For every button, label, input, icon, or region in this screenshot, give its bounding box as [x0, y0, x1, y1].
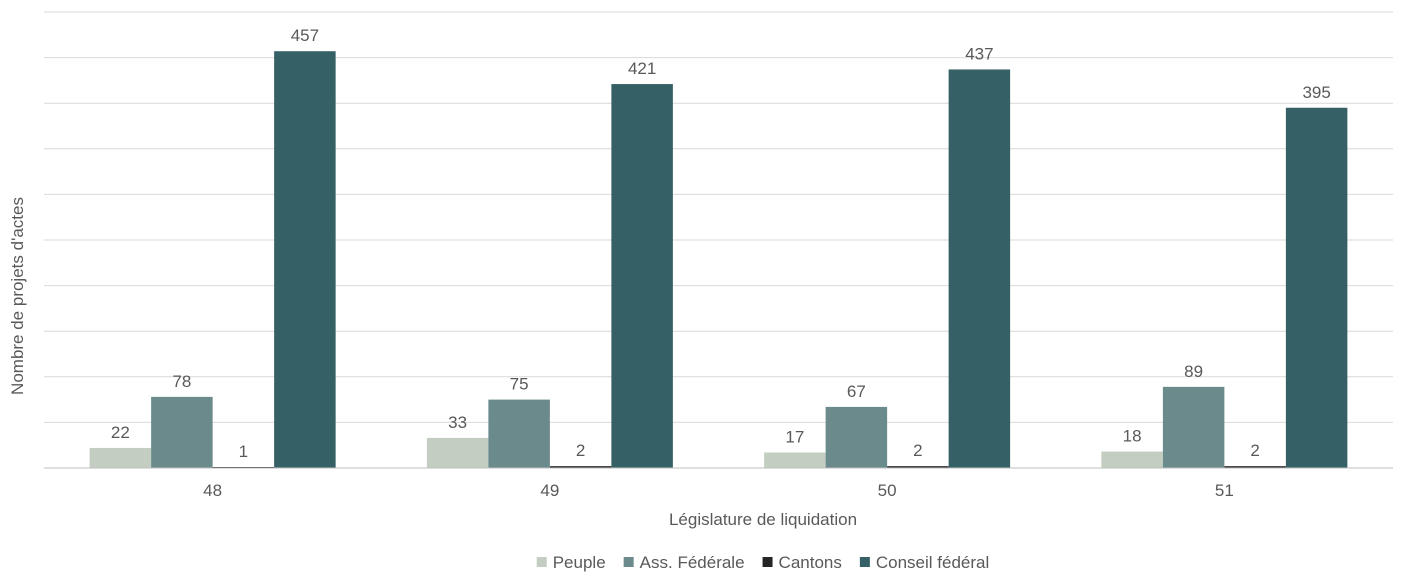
data-label: 89	[1184, 362, 1203, 381]
data-labels: 22 78 1 457 33 75 2 421 17 67 2 437 18 89 2 395	[111, 26, 1331, 461]
bar-conseil-f-d-ral-51	[1285, 107, 1348, 468]
data-label: 18	[1123, 427, 1142, 446]
legend: Peuple Ass. Fédérale Cantons Conseil fédéra…	[536, 553, 989, 572]
data-label: 1	[239, 442, 248, 461]
x-tick-label: 50	[878, 481, 897, 500]
data-label: 457	[291, 26, 319, 45]
x-tick-label: 49	[540, 481, 559, 500]
data-label: 67	[847, 382, 866, 401]
x-tick-labels: 48 49 50 51	[203, 481, 1234, 500]
bar-peuple-51	[1101, 451, 1163, 468]
bar-ass-f-d-rale-48	[151, 396, 213, 468]
data-label: 33	[448, 413, 467, 432]
bar-peuple-48	[89, 447, 152, 468]
bar-ass-f-d-rale-49	[488, 399, 550, 468]
bar-peuple-49	[426, 437, 489, 468]
bar-cantons-51	[1224, 466, 1286, 468]
data-label: 22	[111, 423, 130, 442]
legend-label-peuple: Peuple	[553, 553, 606, 572]
bar-peuple-50	[764, 452, 826, 468]
legend-swatch-peuple	[536, 557, 547, 567]
x-tick-label: 48	[203, 481, 222, 500]
bar-cantons-49	[549, 466, 612, 468]
bar-conseil-f-d-ral-49	[611, 84, 673, 468]
y-axis-title: Nombre de projets d'actes	[8, 197, 27, 395]
bar-conseil-f-d-ral-50	[948, 69, 1011, 469]
bar-ass-f-d-rale-51	[1162, 386, 1225, 468]
data-label: 75	[510, 375, 529, 394]
legend-swatch-ass-f-d-rale	[623, 557, 634, 567]
legend-label-cantons: Cantons	[779, 553, 842, 572]
bar-conseil-f-d-ral-48	[274, 51, 336, 468]
data-label: 437	[965, 44, 993, 63]
x-tick-label: 51	[1215, 481, 1234, 500]
legend-label-ass-f-d-rale: Ass. Fédérale	[640, 553, 745, 572]
bar-cantons-50	[887, 466, 949, 468]
data-label: 2	[1250, 441, 1259, 460]
data-label: 395	[1302, 83, 1330, 102]
data-label: 78	[172, 372, 191, 391]
legend-swatch-cantons	[762, 557, 773, 567]
data-label: 2	[913, 441, 922, 460]
legend-swatch-conseil-f-d-ral	[859, 557, 870, 567]
bar-ass-f-d-rale-50	[825, 406, 888, 468]
data-label: 421	[628, 59, 656, 78]
gridlines	[44, 11, 1393, 423]
legend-label-conseil-f-d-ral: Conseil fédéral	[876, 553, 989, 572]
data-label: 2	[576, 441, 585, 460]
x-axis-title: Législature de liquidation	[669, 510, 857, 529]
bars	[89, 51, 1348, 469]
data-label: 17	[785, 427, 804, 446]
